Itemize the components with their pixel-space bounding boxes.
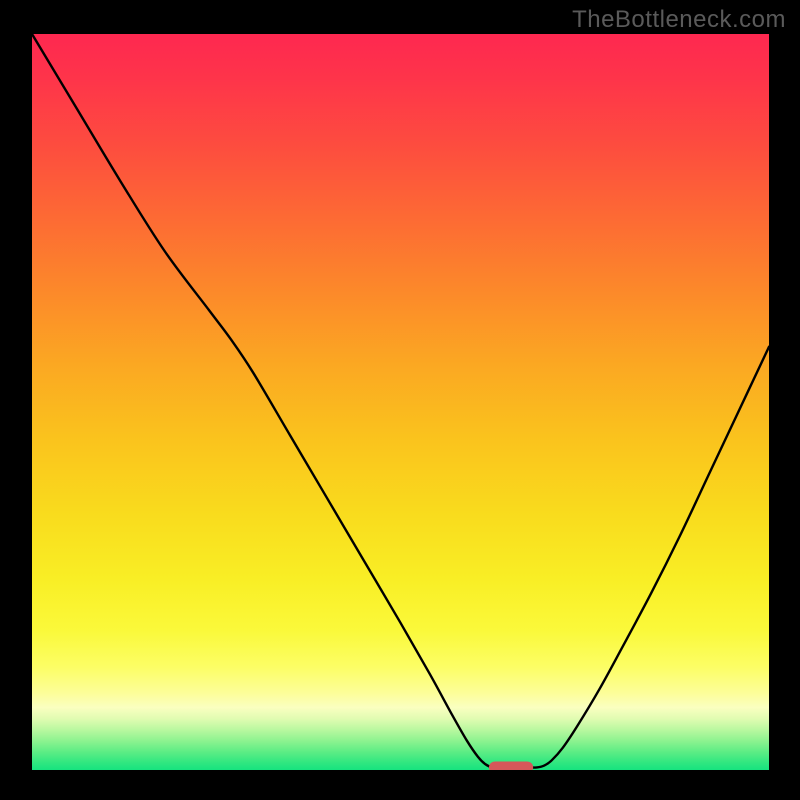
chart-svg	[32, 34, 769, 770]
chart-background	[32, 34, 769, 770]
chart-frame: TheBottleneck.com	[0, 0, 800, 800]
optimal-marker	[489, 762, 533, 770]
watermark-text: TheBottleneck.com	[572, 6, 786, 34]
plot-area	[32, 34, 769, 770]
